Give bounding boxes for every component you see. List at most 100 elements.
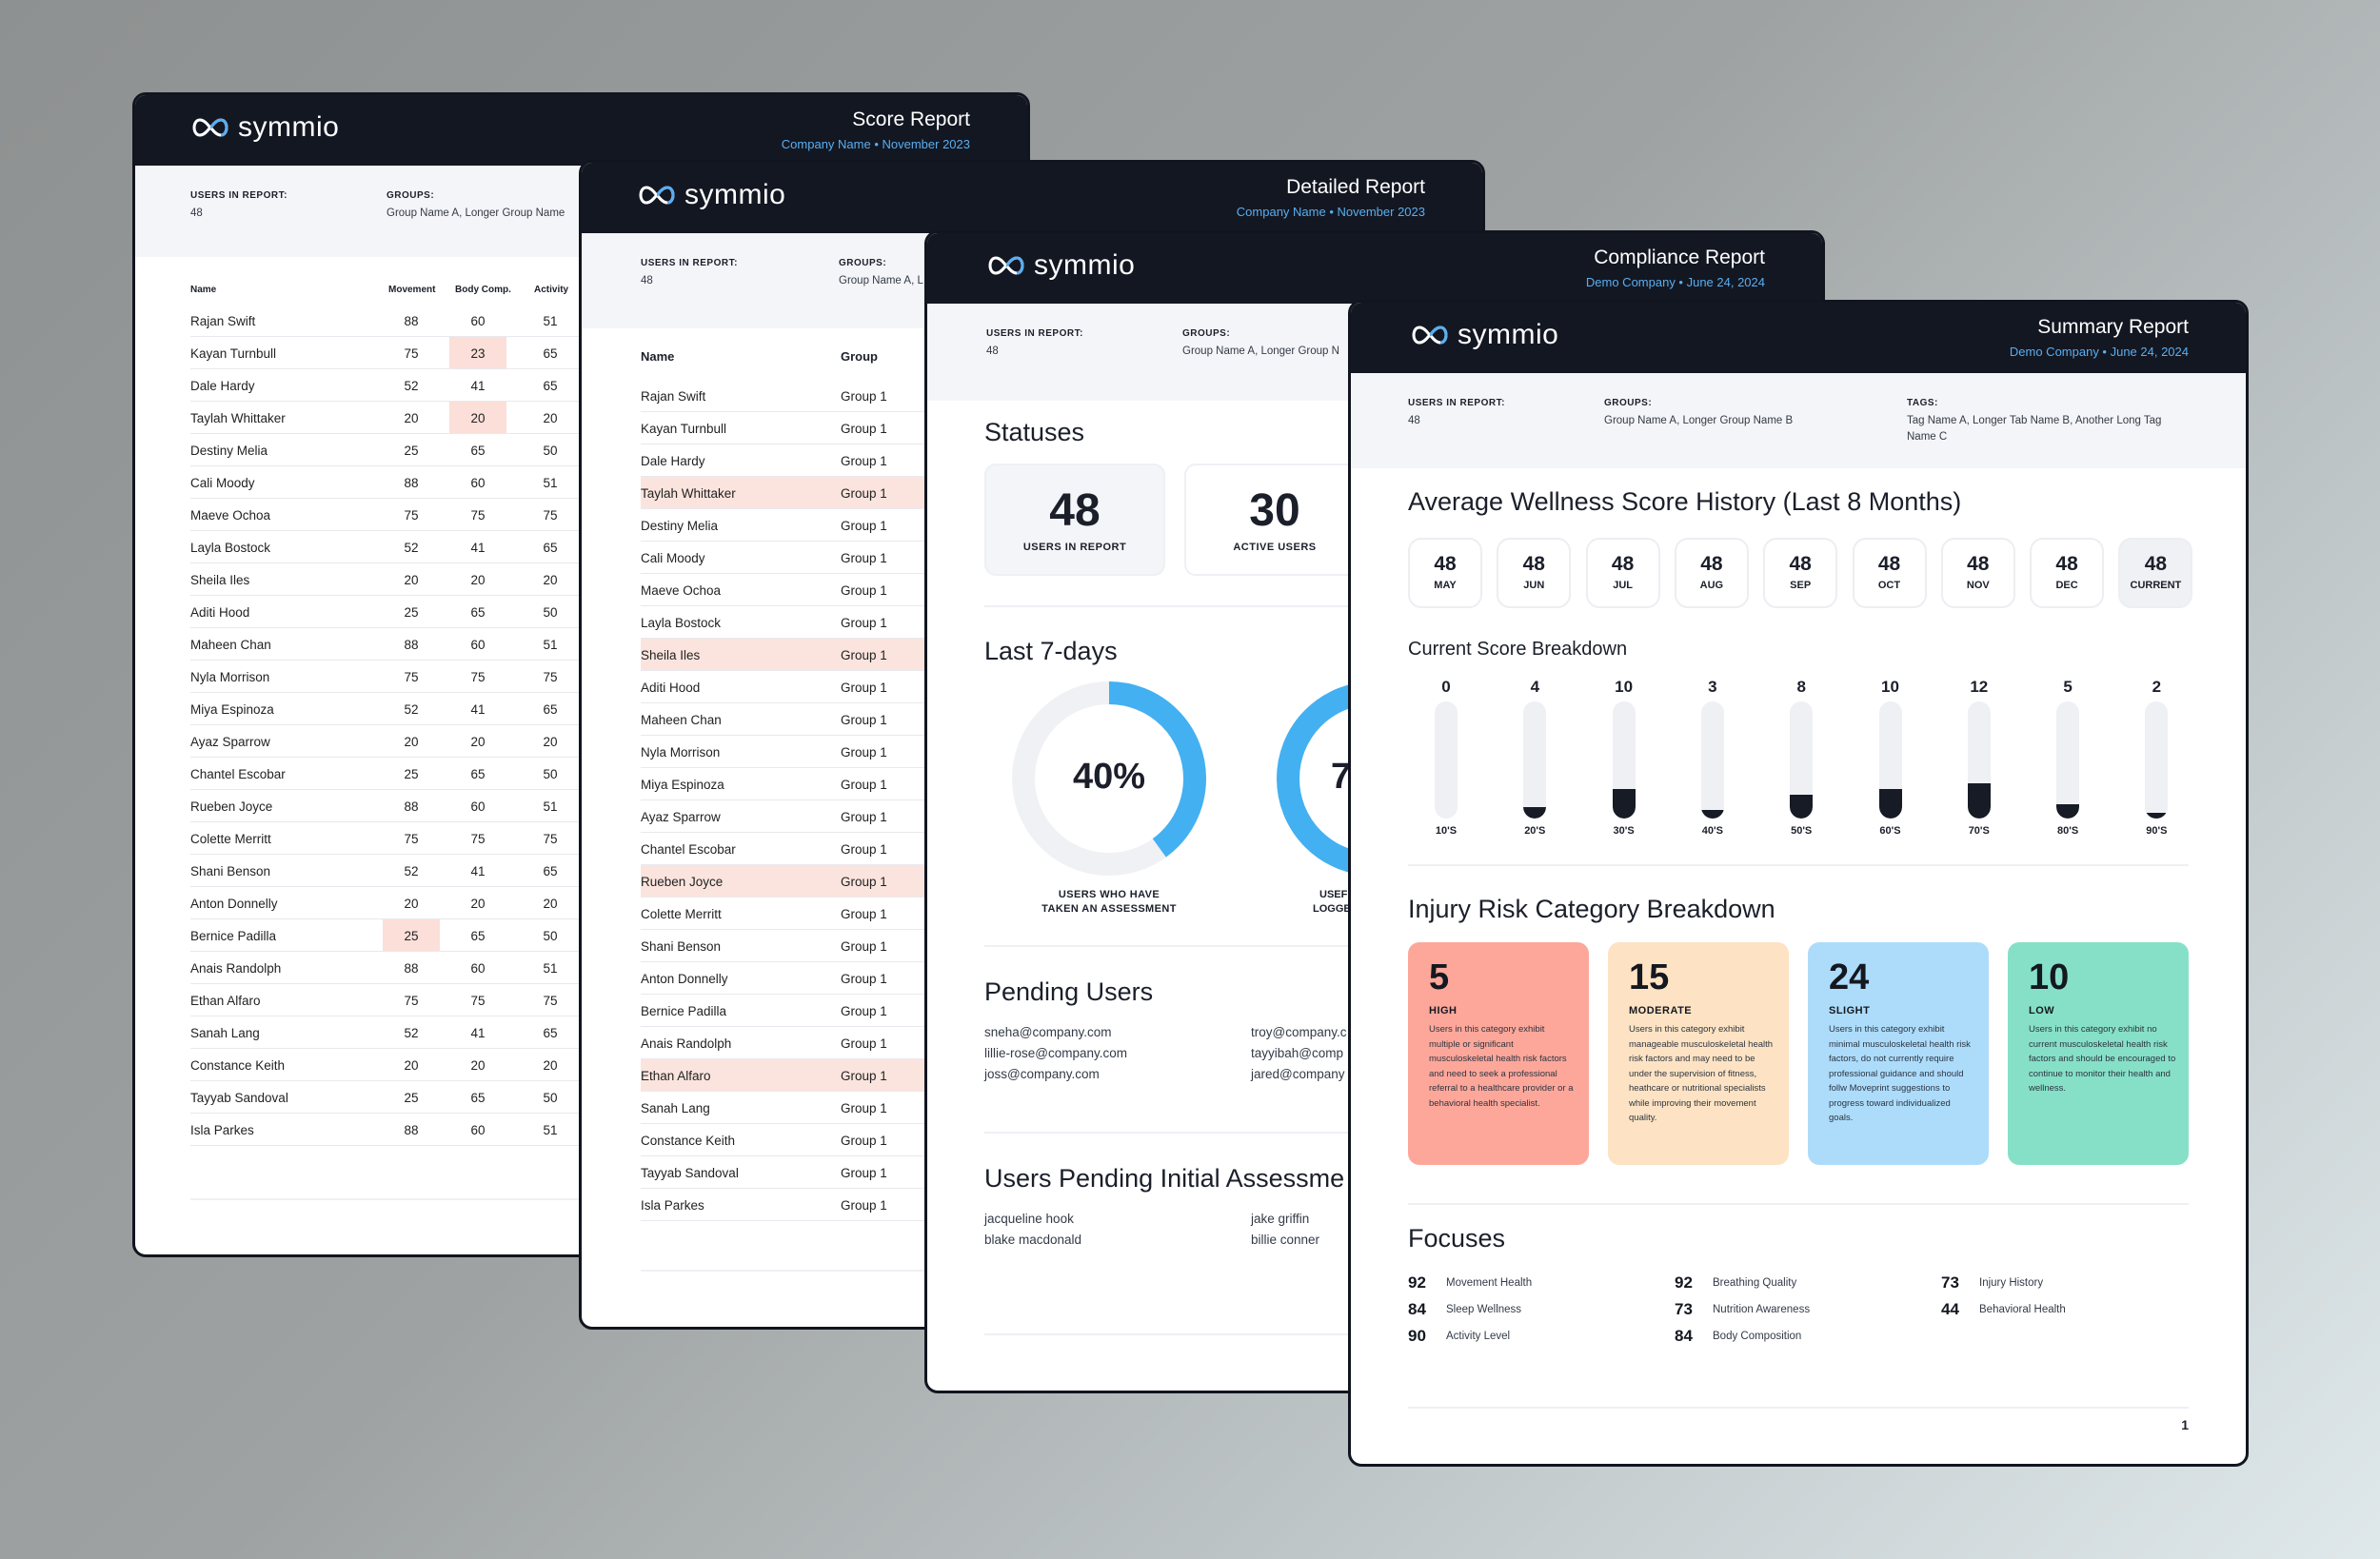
user-name: Ethan Alfaro [190,994,261,1008]
group-cell: Group 1 [841,972,887,986]
score-cell: 20 [543,897,558,911]
col-body-comp: Body Comp. [455,285,511,295]
bar-track [1523,701,1547,819]
score-cell: 60 [470,638,486,652]
group-cell: Group 1 [841,1134,887,1148]
score-cell: 20 [543,735,558,749]
score-cell: 88 [404,638,419,652]
history-month: JUN [1523,580,1545,591]
user-name: Shani Benson [641,939,722,954]
risk-description: Users in this category exhibit multiple … [1429,1024,1574,1109]
score-cell: 65 [470,1091,486,1105]
groups-label: GROUPS: [1604,398,1653,408]
col-name: Name [641,349,675,364]
group-cell: Group 1 [841,648,887,662]
user-name: Sheila Iles [641,648,701,662]
user-name: Miya Espinoza [641,778,724,792]
section-divider [1408,1407,2189,1409]
bar-count: 2 [2152,678,2162,696]
score-cell: 51 [543,314,558,328]
focus-score: 73 [1941,1273,1959,1292]
pending-initial-user: jacqueline hook [984,1212,1074,1226]
bar-fill [1612,789,1636,819]
section-divider [1408,1203,2189,1205]
score-cell: 41 [470,702,486,717]
bar-track [1967,701,1991,819]
brand-name: symmio [684,179,786,210]
user-name: Nyla Morrison [641,745,721,760]
users-value: 48 [190,207,203,219]
infinity-logo-icon [988,256,1024,275]
pending-email: sneha@company.com [984,1025,1112,1039]
bar-count: 8 [1796,678,1806,696]
history-value: 48 [1522,553,1545,575]
score-cell: 75 [470,832,486,846]
user-name: Sanah Lang [641,1101,710,1115]
score-cell: 75 [404,508,419,523]
history-month-card: 48 AUG [1674,538,1749,608]
group-cell: Group 1 [841,551,887,565]
user-name: Anais Randolph [190,961,282,976]
score-cell: 25 [404,767,419,781]
groups-label: GROUPS: [839,258,887,268]
user-name: Miya Espinoza [190,702,274,717]
score-cell: 41 [470,1026,486,1040]
focus-score: 84 [1675,1327,1693,1345]
score-cell: 65 [543,346,558,361]
score-cell: 65 [470,444,486,458]
user-name: Isla Parkes [190,1123,254,1137]
injury-risk-card: 24 SLIGHT Users in this category exhibit m… [1808,942,1989,1165]
last7-title: Last 7-days [984,637,1118,665]
user-name: Dale Hardy [190,379,255,393]
score-cell: 65 [543,1026,558,1040]
group-cell: Group 1 [841,1069,887,1083]
history-month-card: 48 JUN [1497,538,1572,608]
bar-range-label: 40'S [1701,825,1723,837]
focus-label: Body Composition [1713,1331,1802,1342]
bar-track [2056,701,2080,819]
history-month-card: 48 JUL [1585,538,1660,608]
score-cell: 75 [470,508,486,523]
user-name: Aditi Hood [190,605,250,620]
bar-count: 10 [1881,678,1899,696]
detailed-report-header: symmio Detailed Report Company Name • No… [582,163,1482,233]
bar-count: 3 [1708,678,1717,696]
injury-risk-card: 10 LOW Users in this category exhibit no c… [2008,942,2189,1165]
user-name: Taylah Whittaker [190,411,286,425]
group-cell: Group 1 [841,778,887,792]
history-month-card: 48 CURRENT [2118,538,2193,608]
donut2-label-line1: USEF [1319,889,1348,900]
risk-count: 10 [2029,957,2070,997]
group-cell: Group 1 [841,810,887,824]
history-month-card: 48 SEP [1763,538,1838,608]
score-cell: 52 [404,702,419,717]
groups-label: GROUPS: [1182,328,1231,339]
score-cell: 20 [404,1058,419,1073]
groups-value: Group Name A, Longer Group Name [387,207,565,219]
user-name: Chantel Escobar [641,842,736,857]
col-name: Name [190,285,217,295]
score-cell: 60 [470,1123,486,1137]
infinity-logo-icon [192,118,228,137]
history-month: DEC [2055,580,2078,591]
user-name: Isla Parkes [641,1198,704,1213]
score-cell: 60 [470,799,486,814]
col-group: Group [841,349,878,364]
score-cell: 88 [404,476,419,490]
user-name: Nyla Morrison [190,670,270,684]
report-subtitle: Company Name • November 2023 [781,137,970,151]
bar-count: 5 [2063,678,2073,696]
group-cell: Group 1 [841,616,887,630]
brand-logo: symmio [635,179,785,211]
users-label: USERS IN REPORT: [1408,398,1505,408]
groups-value: Group Name A, Longer Group N [1182,345,1339,357]
report-subtitle: Demo Company • June 24, 2024 [1585,275,1765,289]
bar-range-label: 90'S [2146,825,2168,837]
score-cell: 41 [470,541,486,555]
history-month: NOV [1966,580,1990,591]
score-cell: 20 [470,1058,486,1073]
history-value: 48 [2055,553,2078,575]
user-name: Destiny Melia [641,519,719,533]
group-cell: Group 1 [841,1004,887,1018]
